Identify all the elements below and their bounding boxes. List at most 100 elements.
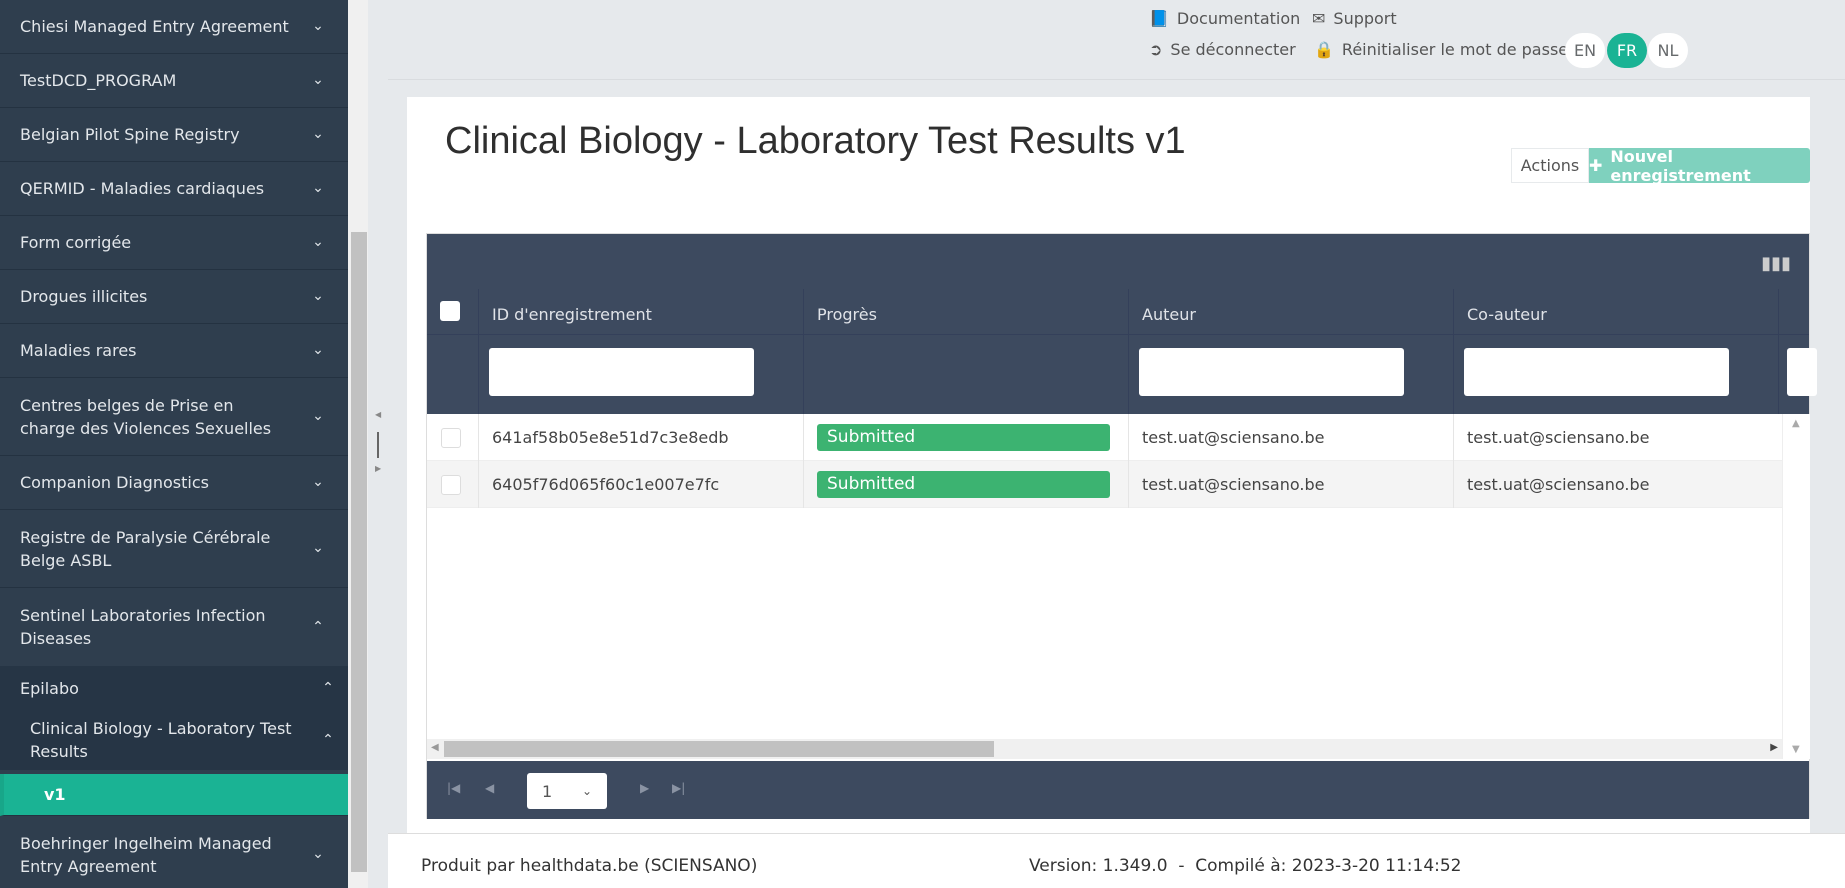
language-nl[interactable]: NL	[1648, 33, 1688, 68]
column-header-coauthor[interactable]: Co-auteur	[1467, 305, 1547, 324]
chevron-down-icon: ⌄	[312, 18, 324, 34]
sidebar-item[interactable]: Drogues illicites ⌄	[0, 270, 348, 324]
sidebar-subitem-clinical-biology[interactable]: Clinical Biology - Laboratory Test Resul…	[0, 710, 348, 770]
chevron-down-icon: ⌄	[312, 72, 324, 88]
sidebar-item[interactable]: Companion Diagnostics ⌄	[0, 456, 348, 510]
table-row[interactable]: 641af58b05e8e51d7c3e8edb Submitted test.…	[427, 414, 1782, 461]
chevron-down-icon: ⌄	[312, 126, 324, 142]
column-header-progress[interactable]: Progrès	[817, 305, 877, 324]
sidebar-item-label: Chiesi Managed Entry Agreement	[20, 17, 289, 36]
sign-out-icon: ➲	[1149, 40, 1163, 59]
grid-toolbar: ▮▮▮	[427, 234, 1809, 289]
record-id: 641af58b05e8e51d7c3e8edb	[478, 414, 803, 461]
sidebar-item-label: Registre de Paralysie Cérébrale Belge AS…	[20, 527, 271, 570]
horizontal-scrollbar-thumb[interactable]	[444, 741, 994, 757]
sidebar-scrollbar-thumb[interactable]	[351, 232, 367, 872]
row-checkbox[interactable]	[441, 475, 461, 495]
select-all-checkbox[interactable]	[440, 301, 460, 321]
main-panel: Clinical Biology - Laboratory Test Resul…	[407, 97, 1817, 833]
header-divider	[427, 334, 1809, 335]
sidebar-item-label: Sentinel Laboratories Infection Diseases	[20, 606, 266, 648]
reset-password-link[interactable]: 🔒 Réinitialiser le mot de passe	[1314, 40, 1568, 59]
grid-vertical-scrollbar[interactable]: ▲ ▼	[1782, 414, 1810, 759]
page-select[interactable]: 1 ⌄	[527, 773, 607, 809]
sidebar-item[interactable]: Form corrigée ⌄	[0, 216, 348, 270]
chevron-up-icon: ⌃	[312, 618, 324, 635]
sidebar-splitter[interactable]: ◀ ▶	[368, 0, 388, 888]
lock-icon: 🔒	[1314, 40, 1334, 59]
documentation-link[interactable]: 📘 Documentation	[1149, 9, 1300, 28]
filter-author-input[interactable]	[1139, 348, 1404, 396]
record-id: 6405f76d065f60c1e007e7fc	[478, 461, 803, 508]
documentation-label: Documentation	[1176, 9, 1301, 28]
sidebar-item[interactable]: QERMID - Maladies cardiaques ⌄	[0, 162, 348, 216]
scroll-down-icon[interactable]: ▼	[1792, 744, 1800, 755]
last-page-icon[interactable]: ▶|	[672, 781, 686, 795]
sidebar-item-label: Drogues illicites	[20, 287, 148, 306]
chevron-down-icon: ⌄	[312, 342, 324, 358]
sidebar-item-label: Form corrigée	[20, 233, 132, 252]
sidebar-item-label: Maladies rares	[20, 341, 137, 360]
chevron-down-icon: ⌄	[312, 180, 324, 196]
status-badge: Submitted	[817, 424, 1110, 451]
columns-icon[interactable]: ▮▮▮	[1761, 253, 1791, 274]
chevron-down-icon: ⌄	[312, 846, 324, 862]
filter-id-input[interactable]	[489, 348, 754, 396]
language-fr[interactable]: FR	[1607, 33, 1647, 68]
progress-cell: Submitted	[803, 414, 1128, 461]
sidebar-item[interactable]: Centres belges de Prise en charge des Vi…	[0, 378, 348, 456]
chevron-down-icon: ⌄	[582, 784, 593, 798]
support-link[interactable]: ✉ Support	[1312, 9, 1397, 28]
sidebar-item-label: QERMID - Maladies cardiaques	[20, 179, 265, 198]
next-page-icon[interactable]: ▶	[640, 781, 650, 795]
chevron-down-icon: ⌄	[312, 474, 324, 490]
envelope-icon: ✉	[1312, 9, 1326, 28]
chevron-up-icon: ⌃	[322, 731, 334, 748]
splitter-handle[interactable]	[377, 432, 379, 458]
column-header-author[interactable]: Auteur	[1142, 305, 1196, 324]
logout-link[interactable]: ➲ Se déconnecter	[1149, 40, 1296, 59]
sidebar-item[interactable]: Chiesi Managed Entry Agreement ⌄	[0, 0, 348, 54]
sidebar-item-label: Centres belges de Prise en charge des Vi…	[20, 395, 272, 438]
page-title: Clinical Biology - Laboratory Test Resul…	[445, 120, 1186, 162]
top-bar: 📘 Documentation ✉ Support ➲ Se déconnecter …	[388, 0, 1845, 80]
filter-next-input[interactable]	[1787, 348, 1817, 396]
sidebar-item-label: Companion Diagnostics	[20, 473, 209, 492]
actions-button[interactable]: Actions	[1511, 148, 1589, 183]
sidebar-item[interactable]: Sentinel Laboratories Infection Diseases…	[0, 588, 348, 666]
produced-by: Produit par healthdata.be (SCIENSANO)	[421, 856, 758, 876]
scroll-left-icon[interactable]: ◀	[431, 742, 439, 753]
sidebar-item[interactable]: Registre de Paralysie Cérébrale Belge AS…	[0, 510, 348, 588]
sidebar-item[interactable]: Boehringer Ingelheim Managed Entry Agree…	[0, 820, 348, 888]
scroll-right-icon[interactable]: ▶	[1770, 742, 1778, 753]
new-record-button[interactable]: ✚ Nouvel enregistrement	[1589, 147, 1810, 185]
status-badge: Submitted	[817, 471, 1110, 498]
book-icon: 📘	[1149, 9, 1169, 28]
previous-page-icon[interactable]: ◀	[485, 781, 495, 795]
row-checkbox[interactable]	[441, 428, 461, 448]
sidebar-item[interactable]: Belgian Pilot Spine Registry ⌄	[0, 108, 348, 162]
support-label: Support	[1333, 9, 1397, 28]
coauthor: test.uat@sciensano.be	[1453, 414, 1778, 461]
language-en[interactable]: EN	[1565, 33, 1605, 68]
scroll-up-icon[interactable]: ▲	[1792, 418, 1800, 429]
logout-label: Se déconnecter	[1170, 40, 1296, 59]
column-header-id[interactable]: ID d'enregistrement	[492, 305, 652, 324]
expand-right-icon: ▶	[375, 464, 382, 473]
reset-password-label: Réinitialiser le mot de passe	[1341, 40, 1569, 59]
chevron-down-icon: ⌄	[312, 288, 324, 304]
filter-coauthor-input[interactable]	[1464, 348, 1729, 396]
first-page-icon[interactable]: |◀	[447, 781, 461, 795]
progress-cell: Submitted	[803, 461, 1128, 508]
version-info: Version: 1.349.0 - Compilé à: 2023-3-20 …	[1029, 856, 1462, 876]
table-row[interactable]: 6405f76d065f60c1e007e7fc Submitted test.…	[427, 461, 1782, 508]
pager: |◀ ◀ 1 ⌄ ▶ ▶|	[427, 761, 1809, 819]
sidebar-subitem-epilabo[interactable]: Epilabo ⌃	[0, 666, 348, 710]
grid-header: ID d'enregistrement Progrès Auteur Co-au…	[427, 289, 1817, 414]
footer: Produit par healthdata.be (SCIENSANO) Ve…	[388, 833, 1845, 888]
sidebar-item-label: Boehringer Ingelheim Managed Entry Agree…	[20, 833, 272, 876]
plus-icon: ✚	[1589, 156, 1603, 175]
sidebar-item[interactable]: TestDCD_PROGRAM ⌄	[0, 54, 348, 108]
sidebar-item-v1[interactable]: v1	[0, 774, 348, 816]
sidebar-item[interactable]: Maladies rares ⌄	[0, 324, 348, 378]
